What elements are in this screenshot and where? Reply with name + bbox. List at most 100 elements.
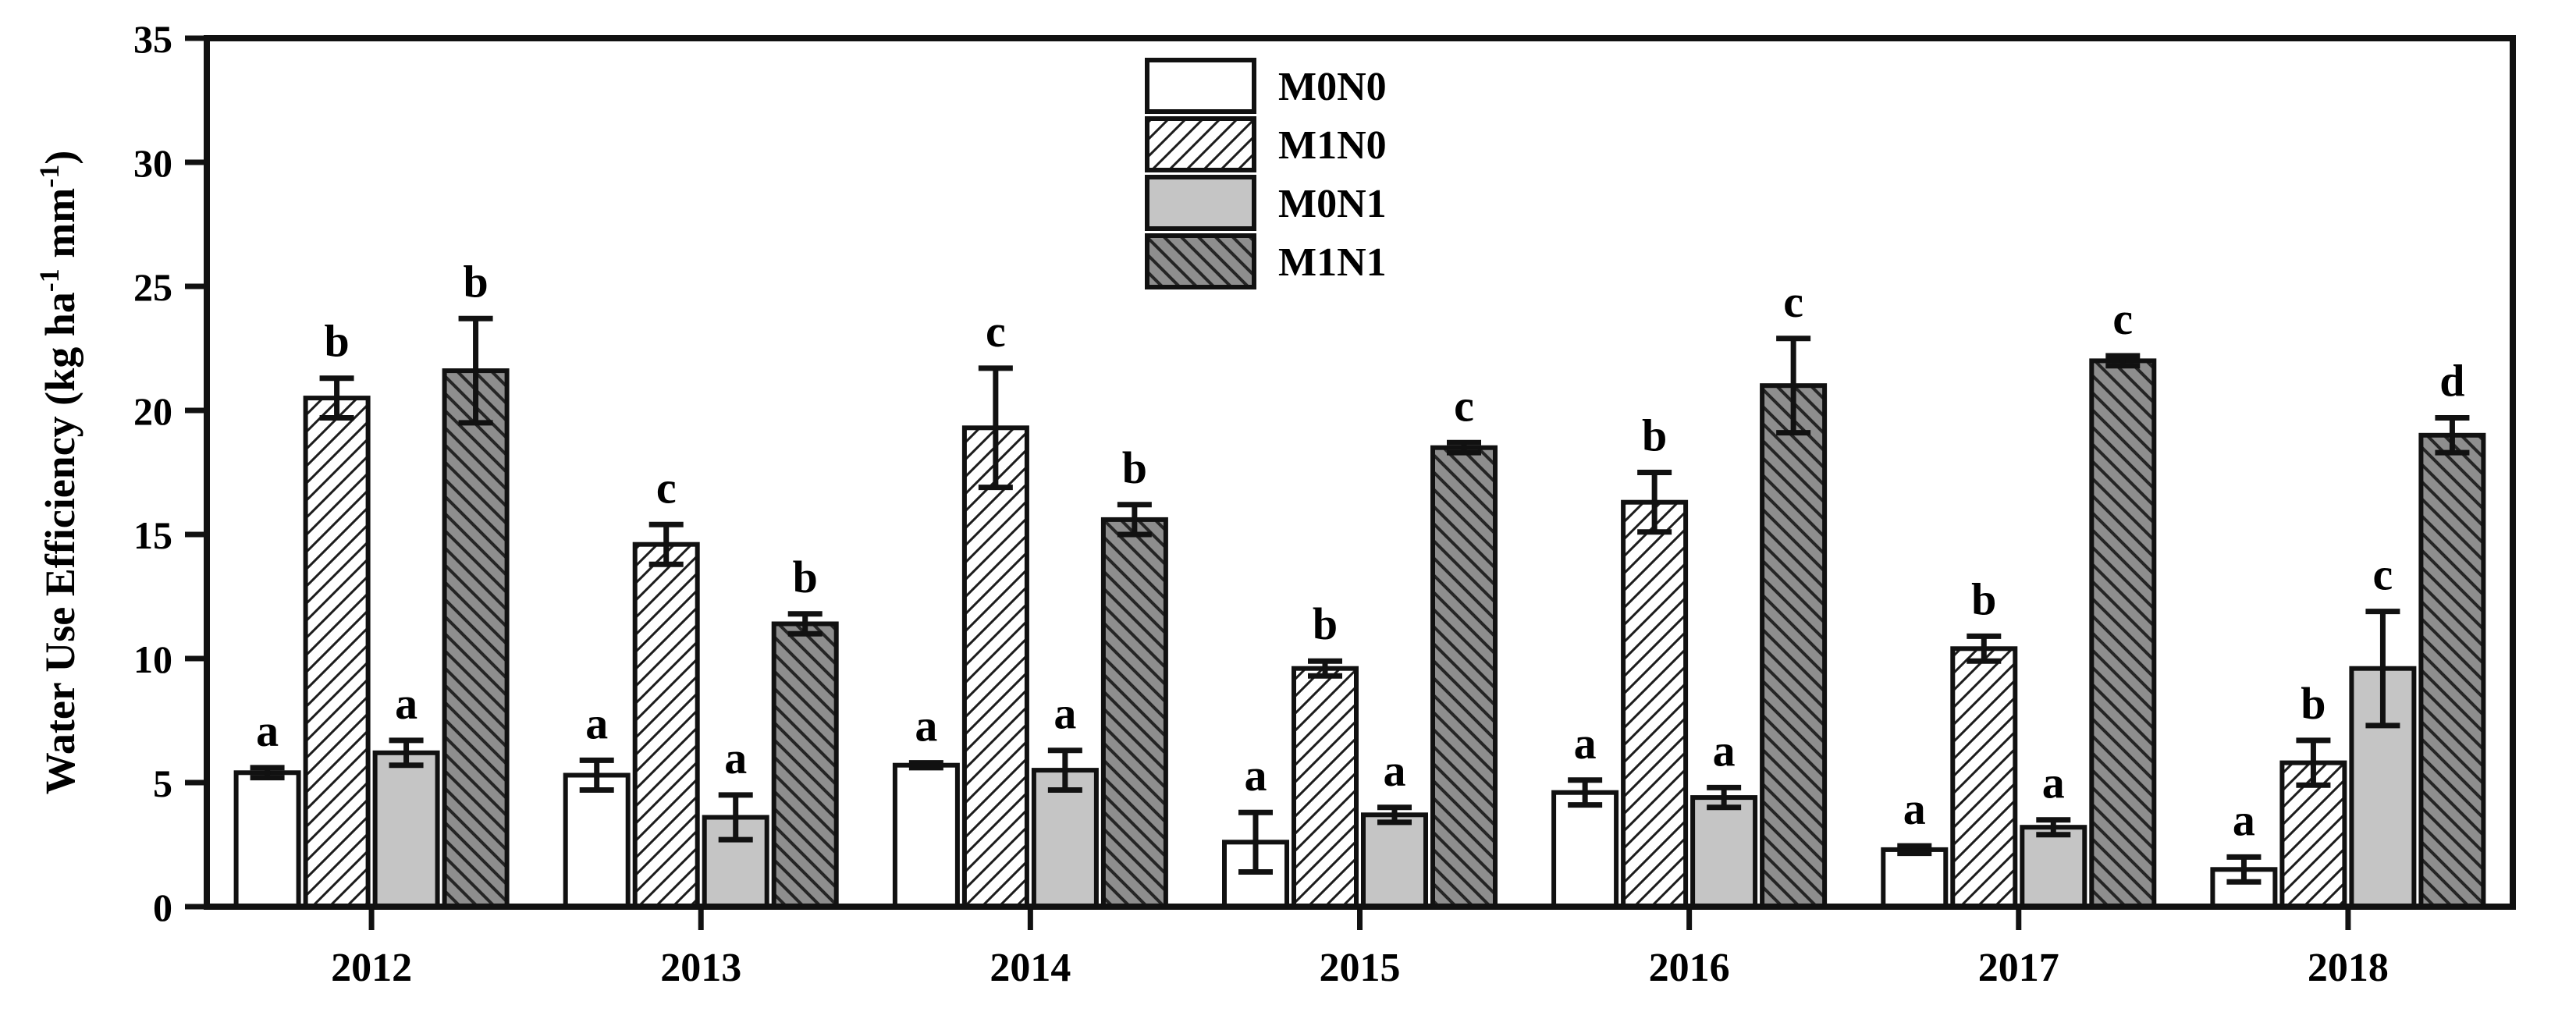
- sig-letter-M0N1-2015: a: [1384, 745, 1406, 796]
- legend-swatch-M0N1: [1145, 175, 1256, 231]
- sig-letter-M1N0-2018: b: [2301, 678, 2326, 729]
- sig-letter-M0N0-2016: a: [1574, 718, 1597, 769]
- sig-letter-M0N0-2015: a: [1245, 750, 1267, 801]
- legend-label-M1N1: M1N1: [1278, 240, 1387, 285]
- sig-letter-M0N1-2016: a: [1713, 725, 1736, 776]
- y-tick-label: 5: [153, 762, 172, 805]
- legend: M0N0 M1N0 M0N1 M1N1: [1145, 58, 1387, 289]
- error-bar-M0N1-2016: [1707, 784, 1742, 811]
- error-bar-M1N0-2012: [319, 375, 354, 421]
- sig-letter-M1N0-2017: b: [1971, 573, 1996, 624]
- bar-M1N0-2017: [1950, 646, 2018, 909]
- legend-swatch-M0N0: [1145, 58, 1256, 114]
- error-bar-M1N0-2017: [1967, 633, 2002, 664]
- bar-M0N0-2014: [892, 762, 960, 910]
- x-tick-label-2016: 2016: [1649, 946, 1730, 990]
- y-tick-label: 30: [133, 141, 172, 185]
- bar-M0N1-2012: [372, 750, 440, 909]
- x-tick-label-2018: 2018: [2308, 946, 2389, 990]
- x-tick-label-2017: 2017: [1978, 946, 2059, 990]
- legend-swatch-M1N1: [1145, 233, 1256, 289]
- bars-layer: a b a b a c a b a c a b a b a c a b a c a b a c a b c d: [233, 256, 2486, 910]
- x-tick-label-2012: 2012: [331, 946, 412, 990]
- bar-M1N1-2015: [1430, 445, 1498, 909]
- sig-letter-M1N0-2012: b: [324, 316, 349, 367]
- error-bar-M0N1-2013: [718, 792, 753, 843]
- x-tick-label-2015: 2015: [1320, 946, 1401, 990]
- error-bar-M1N1-2013: [787, 611, 823, 637]
- y-tick-label: 20: [133, 389, 172, 433]
- bar-M1N1-2013: [771, 621, 839, 909]
- bar-M1N0-2014: [961, 425, 1029, 909]
- error-bar-M0N1-2015: [1377, 804, 1412, 826]
- error-bar-M1N0-2013: [648, 521, 684, 567]
- bar-M0N1-2017: [2020, 825, 2087, 909]
- error-bar-M0N1-2018: [2365, 609, 2400, 729]
- bar-M1N0-2012: [303, 396, 371, 910]
- sig-letter-M0N0-2013: a: [585, 698, 608, 748]
- legend-label-M1N0: M1N0: [1278, 123, 1387, 168]
- bar-M1N1-2016: [1760, 383, 1828, 909]
- x-tick-label-2013: 2013: [660, 946, 741, 990]
- y-axis-title: Water Use Efficiency (kg ha-1 mm-1): [34, 151, 83, 794]
- legend-swatch-M1N0: [1145, 116, 1256, 172]
- bar-M0N1-2014: [1031, 768, 1099, 909]
- bar-M0N0-2012: [233, 770, 301, 909]
- error-bar-M0N0-2018: [2226, 854, 2262, 885]
- error-bar-M1N0-2018: [2296, 737, 2331, 788]
- sig-letter-M0N1-2013: a: [724, 733, 747, 783]
- error-bar-M0N0-2014: [908, 760, 943, 771]
- error-bar-M1N1-2016: [1776, 336, 1811, 436]
- legend-label-M0N1: M0N1: [1278, 182, 1387, 226]
- bar-M1N1-2012: [442, 368, 510, 910]
- sig-letter-M0N1-2014: a: [1053, 688, 1076, 739]
- error-bar-M0N0-2016: [1568, 777, 1603, 808]
- sig-letter-M1N1-2013: b: [793, 552, 818, 602]
- sig-letter-M0N1-2018: c: [2373, 549, 2393, 600]
- error-bar-M0N0-2015: [1238, 809, 1273, 875]
- error-bar-M1N1-2012: [458, 315, 493, 426]
- error-bar-M0N1-2017: [2036, 817, 2071, 838]
- sig-letter-M0N0-2014: a: [915, 701, 937, 751]
- bar-M1N0-2016: [1621, 499, 1689, 909]
- y-tick-label: 35: [133, 17, 172, 61]
- sig-letter-M0N0-2017: a: [1903, 783, 1926, 834]
- sig-letter-M1N1-2018: d: [2439, 356, 2464, 407]
- error-bar-M1N0-2015: [1308, 658, 1342, 679]
- error-bar-M0N1-2014: [1047, 747, 1082, 793]
- bar-M0N0-2013: [563, 772, 631, 909]
- bar-M0N1-2016: [1690, 795, 1758, 909]
- error-bar-M0N0-2017: [1897, 843, 1932, 857]
- x-tick-label-2014: 2014: [990, 946, 1071, 990]
- sig-letter-M1N1-2016: c: [1783, 276, 1803, 327]
- sig-letter-M0N0-2012: a: [256, 705, 279, 756]
- sig-letter-M1N1-2017: c: [2112, 293, 2133, 344]
- sig-letter-M1N1-2014: b: [1122, 442, 1147, 493]
- y-tick-label: 25: [133, 265, 172, 309]
- sig-letter-M1N0-2015: b: [1313, 598, 1338, 649]
- bar-M1N1-2018: [2418, 432, 2486, 909]
- y-axis: 0 5 10 15 20 25 30 35: [133, 17, 207, 929]
- bar-M0N1-2015: [1361, 812, 1428, 910]
- sig-letter-M0N1-2017: a: [2042, 758, 2065, 808]
- bar-M0N0-2016: [1551, 790, 1619, 910]
- bar-M0N0-2017: [1881, 847, 1949, 910]
- sig-letter-M1N1-2015: c: [1454, 380, 1474, 431]
- y-tick-label: 0: [153, 886, 172, 929]
- y-tick-label: 10: [133, 637, 172, 681]
- plot-frame: [204, 35, 2516, 910]
- bar-M1N1-2014: [1100, 517, 1168, 910]
- error-bar-M1N1-2018: [2435, 415, 2470, 456]
- bar-M1N0-2013: [632, 542, 700, 909]
- error-bar-M1N0-2014: [978, 365, 1013, 491]
- sig-letter-M1N0-2016: b: [1642, 410, 1667, 461]
- sig-letter-M1N0-2014: c: [986, 306, 1006, 357]
- error-bar-M0N0-2012: [250, 765, 285, 781]
- sig-letter-M1N0-2013: c: [656, 462, 677, 513]
- sig-letter-M1N1-2012: b: [463, 256, 488, 307]
- x-axis: 2012 2013 2014 2015 2016 2017 2018: [331, 907, 2389, 990]
- sig-letter-M0N0-2018: a: [2233, 794, 2255, 845]
- error-bar-M0N1-2012: [389, 737, 424, 769]
- bar-M1N1-2017: [2089, 358, 2157, 909]
